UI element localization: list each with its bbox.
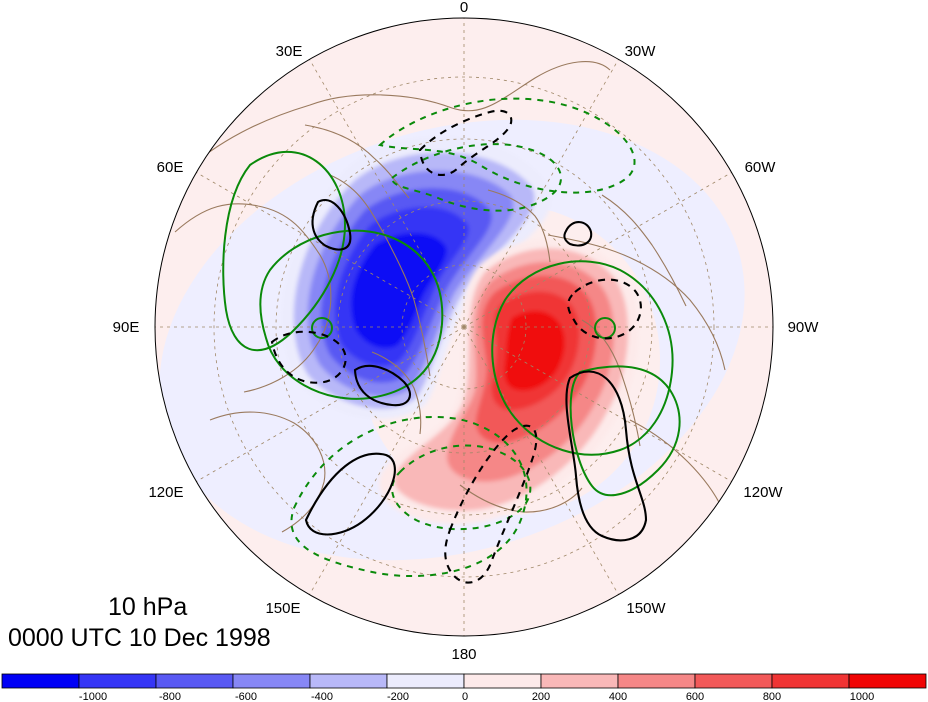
black-dashed-contour-north [418, 109, 513, 176]
colorbar: -1000 -800 -600 -400 -200 0 200 400 600 … [1, 673, 927, 702]
black-solid-contour-atlantic [563, 221, 593, 247]
valid-time-label: 0000 UTC 10 Dec 1998 [8, 624, 271, 652]
pressure-level-label: 10 hPa [108, 593, 188, 621]
green-small-contour-east [311, 317, 333, 339]
green-dashed-contour-atlantic [390, 143, 562, 212]
black-solid-contour-siberia [353, 364, 412, 407]
colorbar-box [771, 673, 850, 689]
black-dashed-contour-america [567, 278, 642, 340]
colorbar-label-neg400: -400 [311, 691, 333, 702]
colorbar-label-0: 0 [462, 691, 468, 702]
green-solid-contour-eurasia [259, 229, 444, 400]
colorbar-box [617, 673, 696, 689]
black-contours [270, 109, 648, 584]
colorbar-label-neg800: -800 [159, 691, 181, 702]
colorbar-label-600: 600 [686, 691, 704, 702]
grid-lines [155, 18, 773, 636]
green-solid-contour-north-america [491, 260, 674, 456]
lon-label-180: 180 [451, 646, 476, 663]
colorbar-boxes [1, 673, 927, 689]
lon-label-150e: 150E [265, 600, 300, 617]
colorbar-box [1, 673, 80, 689]
lon-label-150w: 150W [626, 600, 666, 617]
lon-label-120e: 120E [148, 484, 183, 501]
anomaly-shading [155, 18, 773, 636]
green-dashed-contour-inner-south [391, 444, 532, 531]
black-solid-contour-north-europe [311, 199, 352, 251]
lon-label-30e: 30E [276, 43, 303, 60]
lon-label-90w: 90W [788, 319, 820, 336]
colorbar-box [386, 673, 465, 689]
green-solid-contour-outer [569, 365, 681, 497]
colorbar-label-neg200: -200 [387, 691, 409, 702]
black-dashed-contour-eurasia [270, 330, 347, 384]
lon-label-60w: 60W [745, 159, 777, 176]
positive-anomaly [379, 239, 639, 525]
lon-label-30w: 30W [625, 43, 657, 60]
colorbar-box [155, 673, 234, 689]
colorbar-label-800: 800 [763, 691, 781, 702]
lon-label-0: 0 [460, 0, 468, 16]
colorbar-box [540, 673, 619, 689]
longitude-labels: 0 30W 60W 90W 120W 150W 180 150E 120E 90… [113, 0, 820, 663]
colorbar-label-neg1000: -1000 [79, 691, 107, 702]
black-dashed-contour-pacific [444, 424, 538, 584]
colorbar-box [848, 673, 927, 689]
colorbar-box [78, 673, 157, 689]
colorbar-box [232, 673, 311, 689]
green-contours [222, 97, 681, 578]
colorbar-labels: -1000 -800 -600 -400 -200 0 200 400 600 … [79, 691, 874, 702]
colorbar-box [309, 673, 388, 689]
colorbar-label-1000: 1000 [850, 691, 874, 702]
negative-anomaly [281, 136, 552, 419]
black-solid-contour-pacific [565, 370, 648, 542]
colorbar-box [463, 673, 542, 689]
lon-label-120w: 120W [743, 484, 783, 501]
colorbar-label-neg600: -600 [235, 691, 257, 702]
colorbar-box [694, 673, 773, 689]
lon-label-60e: 60E [157, 159, 184, 176]
colorbar-label-200: 200 [532, 691, 550, 702]
globe-outline [154, 17, 774, 637]
lon-label-90e: 90E [113, 319, 140, 336]
green-dashed-contour-south [290, 415, 528, 578]
green-solid-contour-west [222, 150, 347, 352]
colorbar-label-400: 400 [609, 691, 627, 702]
black-solid-contour-east-asia [304, 452, 396, 536]
